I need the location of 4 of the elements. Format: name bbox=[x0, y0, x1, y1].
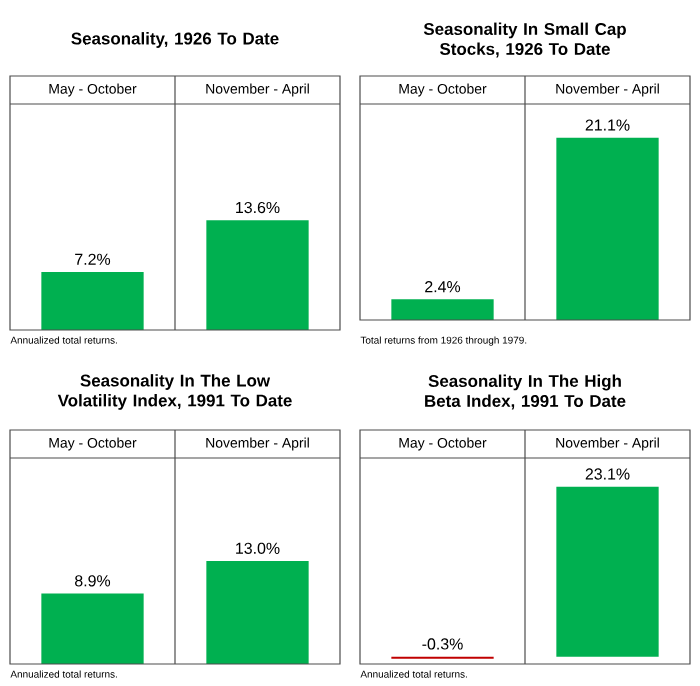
chart-title: Seasonality, 1926 To Date bbox=[71, 32, 279, 48]
chart-title: Seasonality In Small Cap Stocks, 1926 To Date bbox=[423, 22, 626, 58]
chart-title: Seasonality In The High Beta Index, 1991 To Date bbox=[425, 374, 626, 410]
chart-title: Seasonality In The Low Volatility Index, 1991 To Date bbox=[57, 374, 292, 410]
